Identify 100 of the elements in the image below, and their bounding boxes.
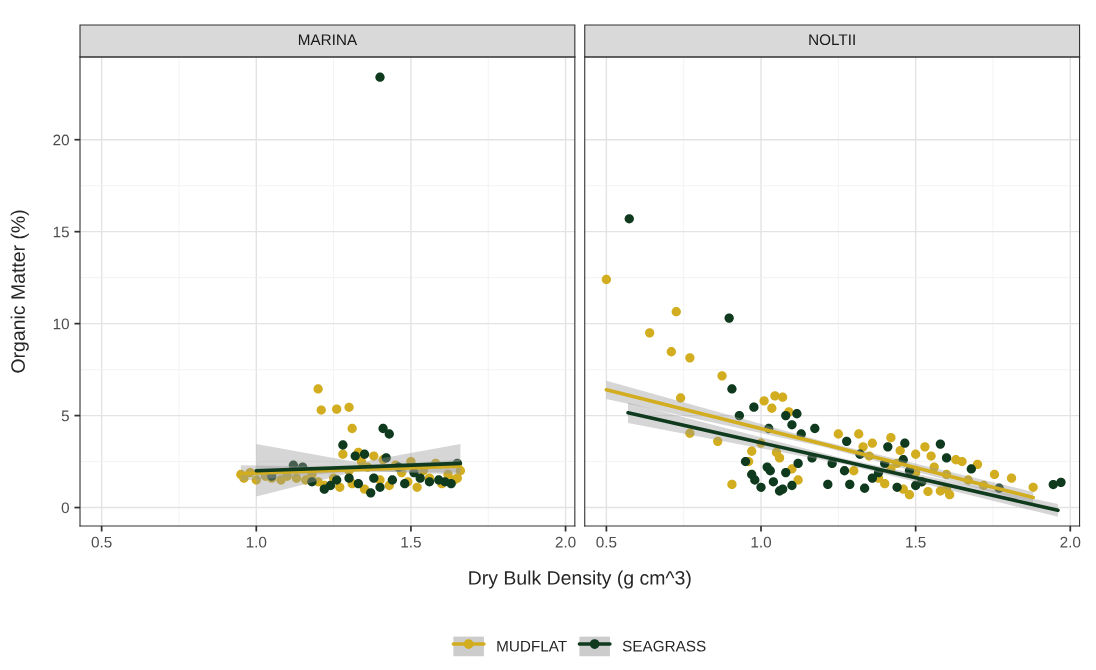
point	[886, 433, 896, 443]
point	[926, 451, 936, 461]
x-tick-label: 2.0	[1060, 536, 1081, 548]
point	[1028, 482, 1038, 492]
point	[624, 214, 634, 224]
chart-title: NOLTII	[809, 34, 855, 46]
point	[842, 436, 852, 446]
point	[787, 420, 797, 430]
point	[1006, 473, 1017, 483]
point	[412, 482, 422, 492]
point	[685, 353, 695, 363]
point	[724, 313, 734, 323]
point	[1048, 479, 1058, 490]
point	[792, 409, 802, 419]
point	[424, 477, 435, 487]
point	[353, 478, 364, 489]
point	[767, 403, 777, 413]
point	[749, 402, 759, 412]
point	[904, 490, 915, 500]
point	[375, 72, 385, 82]
point	[951, 455, 961, 465]
point	[793, 458, 803, 469]
legend-label: MUDFLAT	[497, 640, 567, 652]
chart-title: MARINA	[298, 34, 358, 45]
point	[251, 475, 261, 485]
point	[883, 442, 893, 452]
x-tick-label: 2.0	[555, 536, 576, 548]
point	[756, 482, 766, 492]
point	[781, 467, 791, 478]
point	[332, 404, 342, 414]
point	[344, 402, 354, 412]
point	[910, 480, 921, 491]
point	[675, 393, 686, 403]
point	[369, 473, 379, 483]
point	[291, 473, 302, 483]
point	[332, 475, 342, 485]
point	[989, 469, 1000, 480]
point	[350, 451, 360, 461]
point	[845, 479, 855, 490]
point	[778, 484, 788, 494]
x-tick-label: 0.5	[91, 536, 112, 548]
point	[781, 410, 791, 421]
x-tick-label: 0.5	[596, 536, 617, 548]
point	[338, 440, 348, 450]
point	[910, 449, 921, 459]
point	[854, 429, 864, 439]
point	[387, 475, 398, 485]
point	[375, 482, 385, 492]
point	[671, 307, 681, 317]
point	[972, 459, 983, 469]
point	[347, 423, 357, 434]
legend-label: SEAGRASS	[622, 640, 706, 652]
point	[920, 442, 930, 452]
point	[378, 423, 388, 434]
point	[892, 482, 902, 492]
y-tick-label: 20	[53, 134, 69, 146]
point	[923, 486, 933, 497]
point	[810, 423, 820, 434]
point	[880, 478, 890, 489]
point	[713, 436, 723, 446]
x-tick-label: 1.5	[906, 536, 926, 548]
point	[759, 396, 769, 406]
point	[935, 439, 946, 449]
point	[313, 384, 323, 394]
point	[727, 479, 737, 490]
point	[338, 449, 348, 459]
x-axis-title: Dry Bulk Density (g cm^3)	[469, 570, 691, 589]
point	[727, 384, 737, 394]
point	[645, 328, 655, 338]
point	[366, 488, 376, 498]
point	[858, 442, 868, 452]
point	[747, 446, 757, 456]
point	[787, 480, 797, 491]
y-tick-label: 10	[53, 318, 69, 330]
point	[307, 477, 317, 487]
point	[768, 477, 779, 487]
point	[839, 466, 850, 476]
point	[734, 410, 745, 421]
point	[778, 392, 788, 402]
point	[384, 429, 394, 439]
point	[793, 475, 803, 485]
y-axis-title: Organic Matter (%)	[10, 210, 29, 373]
point	[833, 429, 843, 439]
point	[849, 466, 859, 476]
point	[415, 473, 425, 483]
x-tick-label: 1.0	[246, 536, 267, 548]
point	[859, 483, 870, 493]
point	[895, 445, 905, 456]
y-tick-label: 0	[61, 502, 69, 514]
point	[685, 428, 695, 438]
point	[867, 438, 878, 448]
point	[316, 405, 326, 415]
point	[1056, 477, 1066, 488]
point	[601, 274, 612, 285]
point	[867, 473, 878, 483]
point	[900, 438, 910, 448]
point	[823, 479, 833, 490]
point	[344, 473, 354, 483]
point	[765, 466, 775, 476]
x-tick-label: 1.5	[401, 536, 421, 548]
